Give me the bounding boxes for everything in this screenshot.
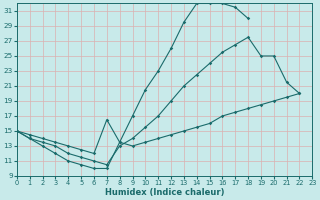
X-axis label: Humidex (Indice chaleur): Humidex (Indice chaleur) <box>105 188 224 197</box>
